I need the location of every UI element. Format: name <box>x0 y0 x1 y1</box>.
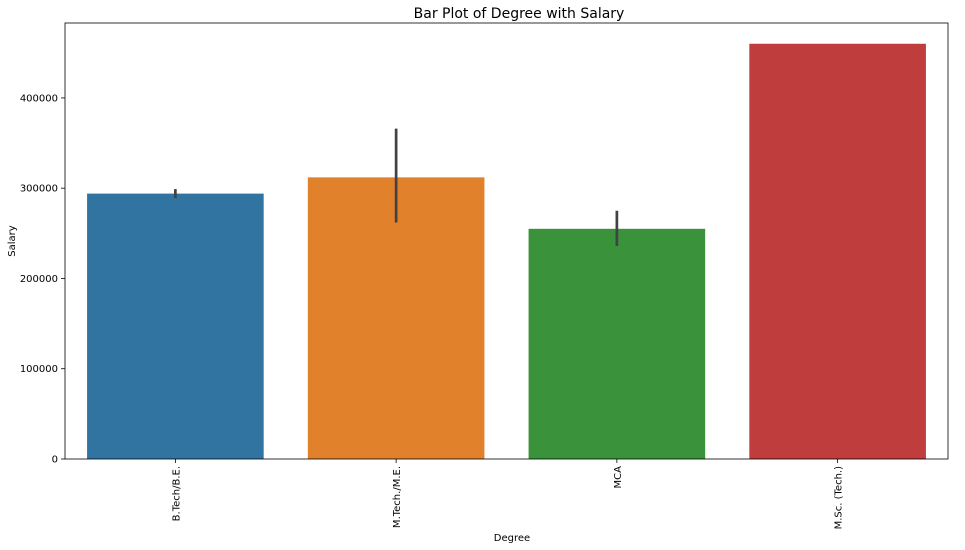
x-tick-label-3: M.Sc. (Tech.) <box>834 466 845 529</box>
y-tick-label-1: 100000 <box>20 364 58 375</box>
y-tick-label-3: 300000 <box>20 184 58 195</box>
y-axis-label: Salary <box>7 225 18 256</box>
x-tick-label-1: M.Tech./M.E. <box>392 466 403 528</box>
bar-2 <box>528 228 706 459</box>
plot-frame <box>64 22 949 460</box>
y-tick-label-4: 400000 <box>20 93 58 104</box>
x-tick-label-2: MCA <box>613 466 624 489</box>
x-axis-label: Degree <box>494 533 530 544</box>
y-tick-label-0: 0 <box>52 455 58 466</box>
x-axis: B.Tech/B.E. M.Tech./M.E. MCA M.Sc. (Tech.) <box>171 459 845 529</box>
bar-0 <box>87 193 264 459</box>
bar-1 <box>307 177 485 460</box>
bar-3 <box>749 43 926 460</box>
x-tick-label-0: B.Tech/B.E. <box>171 466 182 521</box>
plot-area <box>87 43 926 460</box>
y-tick-label-2: 200000 <box>20 274 58 285</box>
chart-title: Bar Plot of Degree with Salary <box>414 6 625 22</box>
y-axis: 0 100000 200000 300000 400000 <box>20 93 65 466</box>
